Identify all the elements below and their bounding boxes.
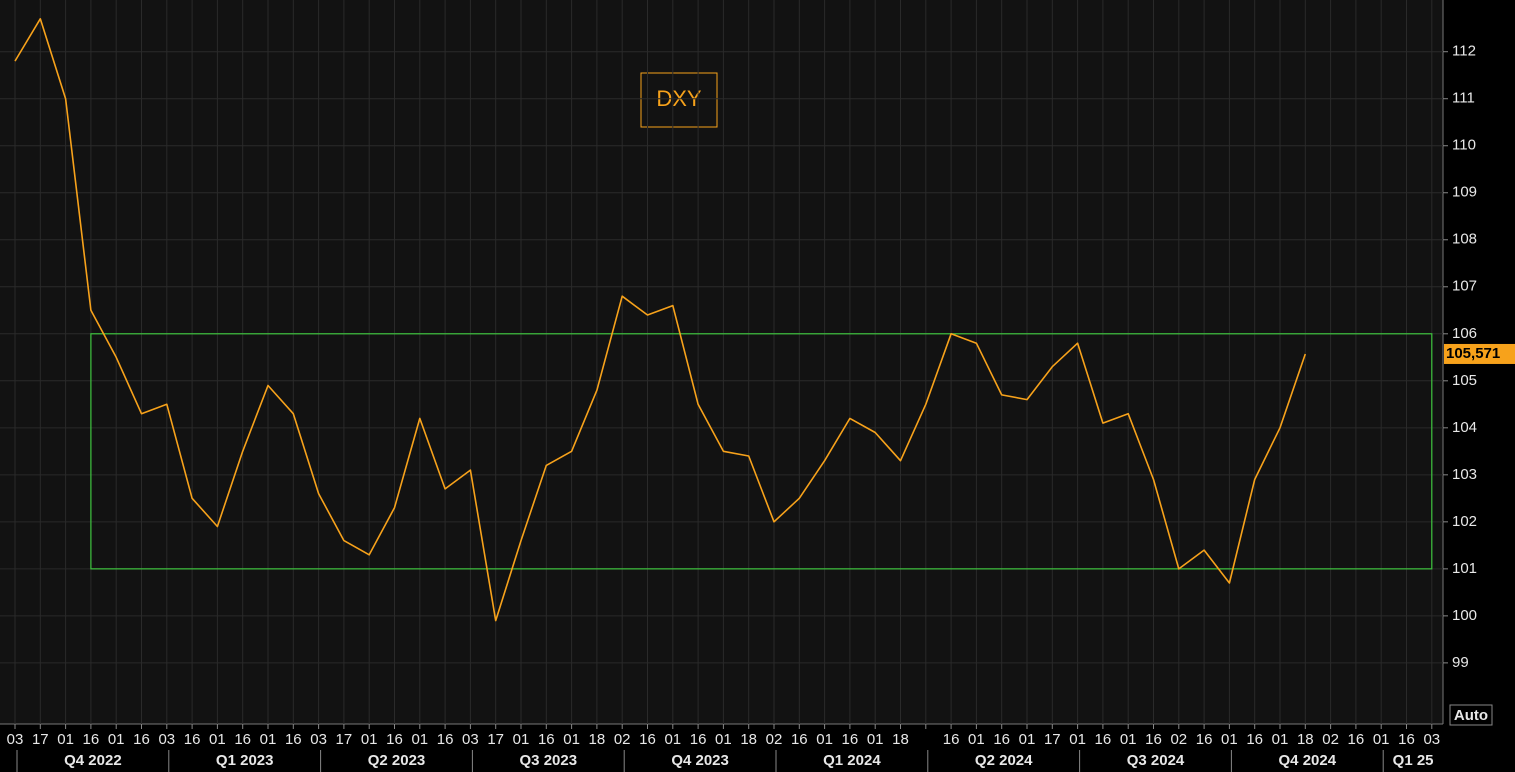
- y-tick-label: 105: [1452, 372, 1477, 389]
- x-tick-label: 17: [1044, 731, 1061, 748]
- x-tick-label: 02: [1322, 731, 1339, 748]
- x-tick-label: 16: [1145, 731, 1162, 748]
- x-group-label: Q2 2024: [975, 752, 1033, 769]
- x-tick-label: 01: [513, 731, 530, 748]
- x-tick-label: 16: [943, 731, 960, 748]
- x-tick-label: 18: [740, 731, 757, 748]
- y-tick-label: 103: [1452, 466, 1477, 483]
- plot-area: [0, 0, 1443, 724]
- y-tick-label: 99: [1452, 654, 1469, 671]
- x-tick-label: 03: [158, 731, 175, 748]
- x-tick-label: 16: [993, 731, 1010, 748]
- x-tick-label: 01: [411, 731, 428, 748]
- x-tick-label: 18: [589, 731, 606, 748]
- x-tick-label: 01: [108, 731, 125, 748]
- x-tick-label: 01: [1120, 731, 1137, 748]
- x-tick-label: 01: [867, 731, 884, 748]
- x-tick-label: 01: [1272, 731, 1289, 748]
- x-tick-label: 18: [892, 731, 909, 748]
- x-tick-label: 16: [83, 731, 100, 748]
- x-tick-label: 16: [184, 731, 201, 748]
- y-tick-label: 102: [1452, 513, 1477, 530]
- x-group-label: Q3 2024: [1127, 752, 1185, 769]
- x-tick-label: 16: [1348, 731, 1365, 748]
- x-group-label: Q2 2023: [368, 752, 426, 769]
- y-tick-label: 111: [1452, 90, 1475, 107]
- x-tick-label: 01: [1373, 731, 1390, 748]
- x-tick-label: 01: [57, 731, 74, 748]
- x-tick-label: 01: [361, 731, 378, 748]
- x-tick-label: 01: [260, 731, 277, 748]
- y-tick-label: 101: [1452, 560, 1477, 577]
- x-tick-label: 16: [285, 731, 302, 748]
- x-tick-label: 03: [7, 731, 24, 748]
- y-tick-label: 104: [1452, 419, 1477, 436]
- x-tick-label: 16: [386, 731, 403, 748]
- x-tick-label: 16: [1095, 731, 1112, 748]
- x-tick-label: 17: [32, 731, 49, 748]
- x-tick-label: 01: [816, 731, 833, 748]
- x-tick-label: 01: [715, 731, 732, 748]
- x-tick-label: 03: [1423, 731, 1440, 748]
- last-price-label: 105,571: [1446, 345, 1500, 362]
- y-tick-label: 110: [1452, 137, 1476, 154]
- x-tick-label: 01: [1019, 731, 1036, 748]
- last-price-box: [1444, 343, 1515, 364]
- x-tick-label: 01: [563, 731, 580, 748]
- y-tick-label: 107: [1452, 278, 1477, 295]
- x-group-label: Q3 2023: [520, 752, 578, 769]
- auto-button[interactable]: [1449, 704, 1493, 726]
- y-tick-label: 106: [1452, 325, 1477, 342]
- x-tick-label: 01: [1069, 731, 1086, 748]
- x-tick-label: 17: [487, 731, 504, 748]
- x-tick-label: 16: [1246, 731, 1263, 748]
- x-tick-label: 16: [437, 731, 454, 748]
- x-tick-label: 16: [133, 731, 150, 748]
- x-tick-label: 01: [1221, 731, 1238, 748]
- x-tick-label: 16: [842, 731, 859, 748]
- x-tick-label: 16: [1398, 731, 1415, 748]
- x-group-label: Q4 2022: [64, 752, 122, 769]
- x-group-label: Q4 2024: [1279, 752, 1337, 769]
- auto-button-label[interactable]: Auto: [1454, 707, 1488, 724]
- x-tick-label: 02: [766, 731, 783, 748]
- x-tick-label: 16: [1196, 731, 1213, 748]
- x-group-label: Q1 2024: [823, 752, 881, 769]
- y-tick-label: 100: [1452, 607, 1477, 624]
- x-tick-label: 01: [664, 731, 681, 748]
- annotation-box: [640, 72, 718, 128]
- x-tick-label: 02: [1170, 731, 1187, 748]
- range-box: [90, 333, 1433, 570]
- x-tick-label: 17: [336, 731, 353, 748]
- x-group-label: Q4 2023: [671, 752, 729, 769]
- x-tick-label: 16: [538, 731, 555, 748]
- x-tick-label: 03: [310, 731, 327, 748]
- y-tick-label: 108: [1452, 231, 1477, 248]
- x-tick-label: 16: [639, 731, 656, 748]
- x-tick-label: 03: [462, 731, 479, 748]
- x-tick-label: 01: [209, 731, 226, 748]
- x-tick-label: 02: [614, 731, 631, 748]
- x-tick-label: 16: [791, 731, 808, 748]
- x-tick-label: 18: [1297, 731, 1314, 748]
- y-tick-label: 109: [1452, 184, 1477, 201]
- x-tick-label: 16: [690, 731, 707, 748]
- x-group-label: Q1 2023: [216, 752, 274, 769]
- x-tick-label: 01: [968, 731, 985, 748]
- price-line: [14, 18, 1307, 622]
- y-tick-label: 112: [1452, 43, 1476, 60]
- x-group-label: Q1 25: [1393, 752, 1434, 769]
- x-tick-label: 16: [234, 731, 251, 748]
